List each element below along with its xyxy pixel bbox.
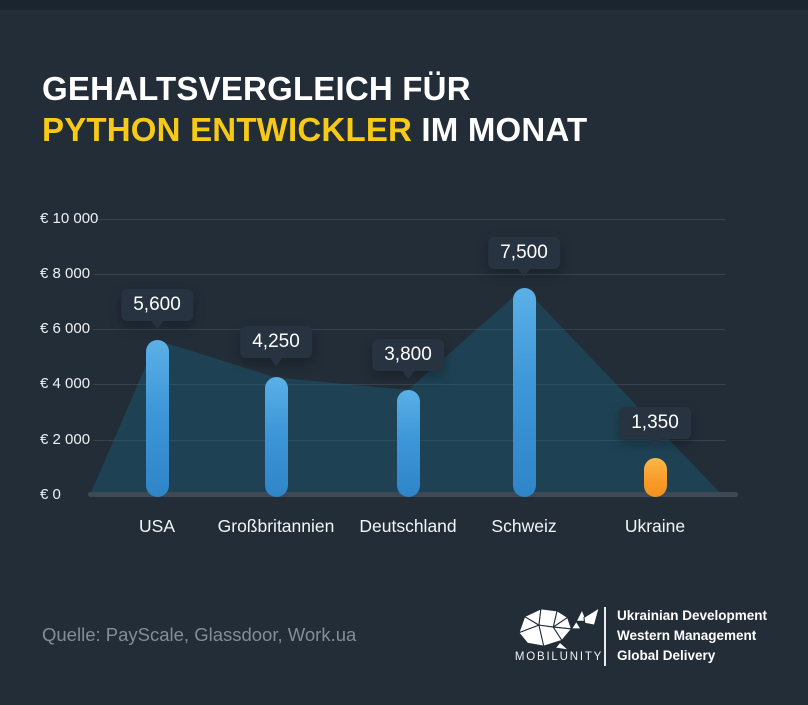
value-bubble: 4,250 <box>240 326 312 367</box>
bar-Ukraine <box>643 457 667 497</box>
category-label: Großbritannien <box>217 516 335 536</box>
gridline <box>93 384 725 386</box>
title-line2-highlight: PYTHON ENTWICKLER <box>42 111 413 149</box>
tagline-3: Global Delivery <box>617 648 716 663</box>
y-axis-tick-label: € 4 000 <box>40 375 91 393</box>
value-bubble: 1,350 <box>619 406 691 447</box>
bar-Schweiz <box>512 287 536 497</box>
category-label: Ukraine <box>624 516 686 536</box>
category-label: USA <box>139 516 175 536</box>
bar-USA <box>145 340 169 497</box>
bar-Deutschland <box>396 389 420 497</box>
title-line2-rest: IM MONAT <box>412 111 588 149</box>
source-note: Quelle: PayScale, Glassdoor, Work.ua <box>42 624 357 645</box>
y-axis-tick-label: € 8 000 <box>40 264 91 282</box>
tagline-1: Ukrainian Development <box>617 608 768 623</box>
y-axis-tick-label: € 10 000 <box>40 209 99 227</box>
mobilunity-whale-icon <box>518 607 600 651</box>
value-bubble: 3,800 <box>372 338 444 379</box>
category-label: Deutschland <box>359 516 457 536</box>
gridline <box>93 273 725 275</box>
value-bubble: 7,500 <box>488 236 560 277</box>
title-line1: GEHALTSVERGLEICH FÜR <box>42 70 471 108</box>
y-axis-tick-label: € 0 <box>40 486 61 503</box>
value-bubble: 5,600 <box>121 289 193 330</box>
bar-Großbritannien <box>264 377 288 497</box>
gridline <box>93 218 725 220</box>
logo-taglines: Ukrainian Development Western Management… <box>617 606 767 666</box>
y-axis-tick-label: € 2 000 <box>40 430 91 448</box>
mobilunity-logo-word: MOBILUNITY <box>514 651 604 663</box>
y-axis-tick-label: € 6 000 <box>40 320 91 338</box>
tagline-2: Western Management <box>617 628 757 643</box>
top-accent-strip <box>0 0 808 10</box>
category-label: Schweiz <box>491 516 557 536</box>
logo-divider <box>604 607 606 666</box>
page-title: GEHALTSVERGLEICH FÜR PYTHON ENTWICKLER I… <box>42 68 587 150</box>
gridline <box>93 329 725 331</box>
